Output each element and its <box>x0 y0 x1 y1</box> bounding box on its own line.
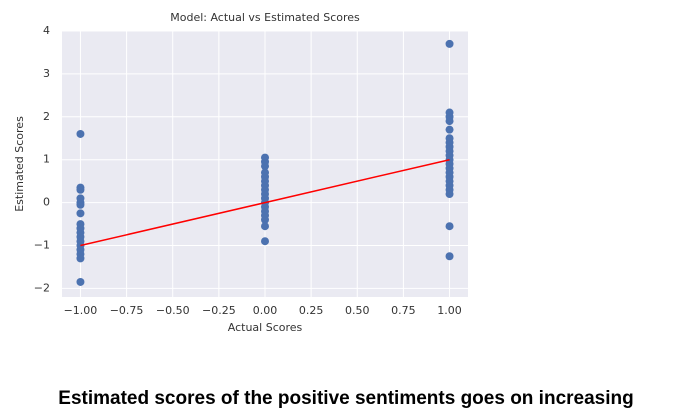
y-tick-label: 4 <box>43 24 50 37</box>
x-tick-label: −0.25 <box>202 304 236 317</box>
point <box>261 237 269 246</box>
y-tick-label: −2 <box>34 281 50 294</box>
y-tick-label: 3 <box>43 67 50 80</box>
point <box>76 209 85 218</box>
point <box>76 277 85 286</box>
x-axis-label: Actual Scores <box>228 321 303 334</box>
point <box>445 39 454 48</box>
chart: Model: Actual vs Estimated Scores Actual… <box>13 11 468 334</box>
x-tick-label: 1.00 <box>437 304 462 317</box>
y-axis-label: Estimated Scores <box>13 116 26 212</box>
point <box>261 222 269 231</box>
point <box>445 222 454 231</box>
chart-title: Model: Actual vs Estimated Scores <box>170 11 360 24</box>
x-tick-label: 0.75 <box>391 304 416 317</box>
point <box>261 215 269 224</box>
x-tick-label: −0.50 <box>156 304 190 317</box>
point <box>445 117 454 126</box>
x-tick-label: 0.50 <box>345 304 370 317</box>
x-tick-label: −1.00 <box>64 304 98 317</box>
point <box>445 252 454 261</box>
x-tick-label: 0.25 <box>299 304 324 317</box>
point <box>76 129 85 138</box>
point <box>445 190 454 199</box>
point <box>445 125 454 134</box>
point <box>76 185 85 194</box>
point <box>76 200 85 209</box>
y-tick-label: 0 <box>43 196 50 209</box>
caption: Estimated scores of the positive sentime… <box>58 388 634 409</box>
x-tick-label: −0.75 <box>110 304 144 317</box>
point <box>76 254 85 263</box>
x-tick-label: 0.00 <box>253 304 278 317</box>
y-tick-label: 2 <box>43 110 50 123</box>
fit-line <box>80 158 450 247</box>
y-tick-label: 1 <box>43 153 50 166</box>
point <box>261 162 269 171</box>
y-tick-label: −1 <box>34 239 50 252</box>
